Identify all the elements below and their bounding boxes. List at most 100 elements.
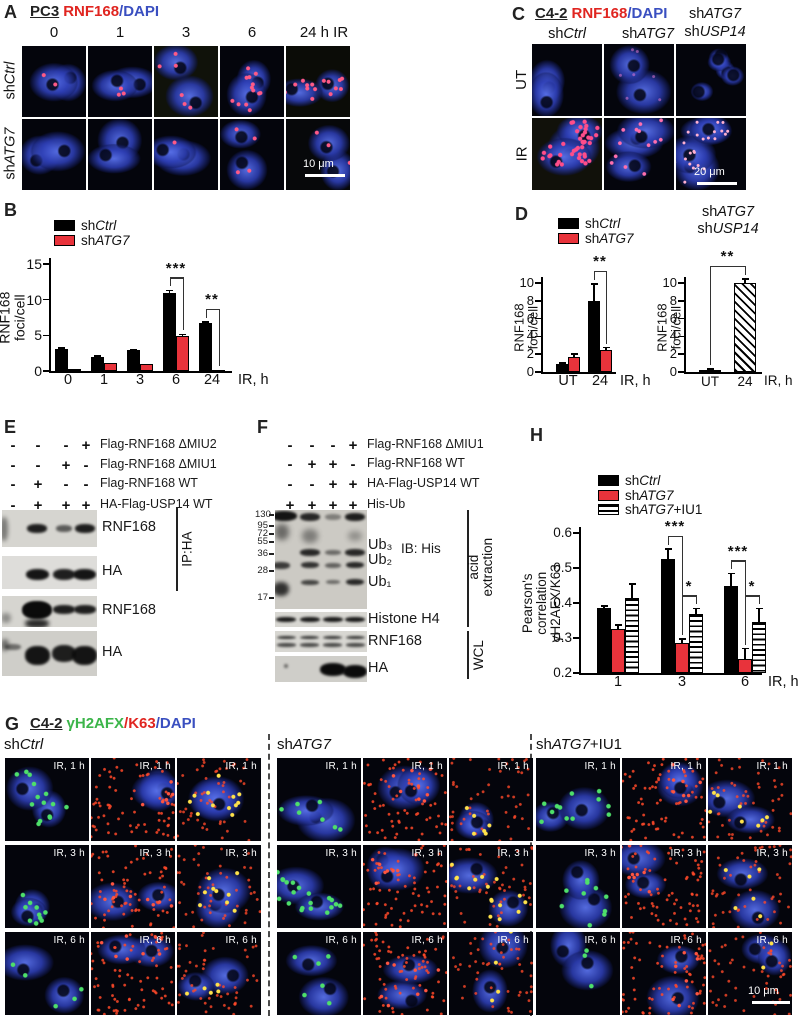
panel-a-label: A: [4, 2, 17, 22]
panel-d-label: D: [515, 204, 528, 224]
y-tick: [535, 335, 541, 338]
blot-band: [299, 617, 320, 622]
tile-ir-label: IR, 6 h: [139, 935, 171, 946]
micrograph-tile: IR, 3 h: [5, 845, 89, 928]
mw-tick: [269, 597, 274, 599]
tile-ir-label: IR, 3 h: [670, 848, 702, 859]
y-tick-label: 8: [669, 292, 677, 308]
bar-series0-cat2: [724, 585, 738, 673]
error-bar-cap: [130, 348, 137, 351]
blot-band: [324, 550, 341, 556]
blot-image: [2, 631, 97, 676]
bar-series0-cat1: [588, 300, 600, 372]
tile-ir-label: IR, 3 h: [139, 848, 171, 859]
blot-band: [323, 643, 343, 647]
tile-ir-label: IR, 6 h: [670, 935, 702, 946]
bar-series1-cat2: [738, 659, 752, 673]
micrograph-tile: [286, 119, 350, 190]
bar-series1-cat0: [611, 629, 625, 673]
error-bar-cap: [741, 647, 749, 650]
error-bar: [603, 606, 605, 609]
micrograph-tile: IR, 1 h: [536, 758, 620, 841]
error-bar: [667, 548, 669, 560]
mw-tick: [269, 541, 274, 543]
blot-image: [275, 510, 367, 609]
bar-series2-cat1: [689, 613, 703, 673]
y-axis: [578, 527, 581, 674]
micrograph-tile: IR, 1 h: [5, 758, 89, 841]
y-tick-label: 2: [669, 346, 677, 362]
sig-bracket: [745, 595, 747, 645]
tile-ir-label: IR, 6 h: [53, 935, 85, 946]
y-tick: [678, 282, 684, 284]
blot-band: [284, 664, 289, 669]
y-tick: [678, 371, 684, 373]
micrograph-tile: [88, 46, 152, 117]
error-bar-cap: [600, 605, 608, 607]
error-bar: [593, 283, 595, 301]
condition-label: Flag-RNF168 ΔMIU1: [367, 437, 484, 451]
micrograph-tile: [676, 118, 746, 190]
tile-ir-label: IR, 6 h: [497, 935, 529, 946]
micrograph-tile: IR, 6 h: [363, 932, 447, 1015]
sig-bracket: [668, 535, 682, 538]
tile-ir-label: IR, 1 h: [225, 761, 257, 772]
bar-series1-cat3: [176, 335, 189, 371]
scale-bar: [697, 182, 737, 185]
y-tick-label: 0.5: [553, 560, 572, 575]
sig-bracket: [169, 277, 183, 279]
error-bar-cap: [692, 607, 700, 609]
y-tick-label: 0.2: [553, 665, 572, 680]
mw-marker: 55: [257, 536, 268, 547]
blot-band: [300, 579, 319, 585]
tile-ir-label: IR, 6 h: [325, 935, 357, 946]
micrograph-tile: [220, 46, 284, 117]
sig-bracket: [682, 595, 696, 597]
panel-c-title: C4-2 RNF168/DAPI: [535, 5, 667, 22]
sig-bracket: [731, 560, 733, 570]
panel-b: B 0 5 10 15 RNF168 foci/cell 0 1 3 6 24 IR, h shCtrl…: [0, 200, 269, 388]
blot-band: [25, 568, 49, 580]
y-tick: [678, 300, 684, 302]
error-bar-cap: [706, 368, 714, 370]
bar-series1-cat0: [568, 356, 580, 372]
y-tick: [535, 371, 541, 373]
tile-ir-label: IR, 3 h: [325, 848, 357, 859]
sig-bracket: [745, 595, 759, 597]
condition-label: Flag-RNF168 ΔMIU2: [100, 437, 217, 451]
error-bar-cap: [94, 355, 101, 357]
bar-series0-cat1: [661, 559, 675, 673]
sig-bracket: [759, 595, 761, 605]
x-axis: [540, 372, 616, 374]
micrograph-tile: IR, 6 h: [91, 932, 175, 1015]
error-bar: [617, 625, 619, 630]
micrograph-tile: IR, 6 h: [536, 932, 620, 1015]
sig-bracket: [594, 270, 606, 273]
sig-bracket: [606, 270, 608, 344]
micrograph-tile: IR, 6 h: [449, 932, 533, 1015]
blot-band: [348, 530, 363, 541]
error-bar-cap: [664, 548, 672, 550]
stain-rnf168-label: RNF168: [571, 5, 628, 22]
blot-band: [325, 580, 340, 585]
micrograph-tile: IR, 3 h: [363, 845, 447, 928]
micrograph-tile: [154, 119, 218, 190]
tile-ir-label: IR, 6 h: [225, 935, 257, 946]
tile-ir-label: IR, 3 h: [756, 848, 788, 859]
blot-band: [73, 604, 96, 614]
legend-swatch: [54, 220, 75, 231]
blot-label: RNF168: [102, 519, 156, 535]
legend-label: shATG7: [81, 232, 130, 248]
micrograph-tile: IR, 1 h: [363, 758, 447, 841]
blot-label: HA: [102, 644, 123, 660]
error-bar: [758, 608, 760, 623]
panel-f: F - - - + Flag-RNF168 ΔMIU1- + + - Flag-RNF168 W…: [255, 415, 530, 707]
blot-band: [319, 662, 346, 676]
sig-bracket: [745, 265, 747, 275]
group-label-shatg7-iu1: shATG7+IU1: [536, 736, 623, 753]
blot-band: [25, 618, 50, 627]
blot-band: [345, 512, 366, 521]
mw-marker: 36: [257, 548, 268, 559]
ub-band-label: Ub₁: [368, 574, 392, 590]
wcl-line: [467, 631, 469, 679]
